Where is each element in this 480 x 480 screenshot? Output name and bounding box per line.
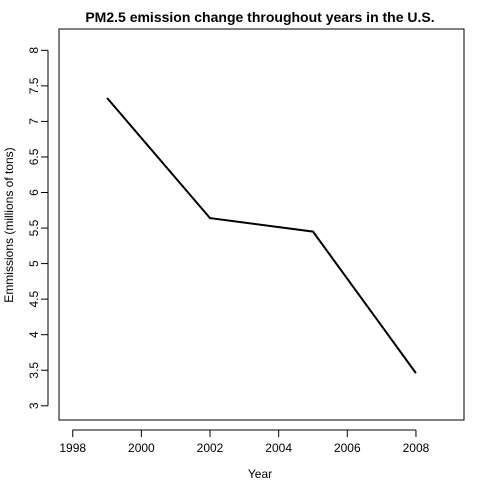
- series-line: [106, 97, 417, 374]
- x-axis: 1998 2000 2002 2004 2006 2008: [59, 429, 430, 455]
- y-tick-label: 3: [27, 402, 41, 409]
- x-tick-label: 2000: [128, 441, 155, 455]
- x-tick-label: 2006: [334, 441, 361, 455]
- x-tick-label: 2004: [265, 441, 292, 455]
- y-tick-label: 6.5: [27, 148, 41, 165]
- chart-title: PM2.5 emission change throughout years i…: [85, 9, 434, 25]
- y-axis: 3 3.5 4 4.5 5 5.5 6 6.5 7 7.5 8: [27, 47, 49, 409]
- series-layer: [106, 97, 417, 374]
- x-axis-label: Year: [248, 467, 272, 480]
- y-tick-label: 5.5: [27, 219, 41, 236]
- y-tick-label: 4.5: [27, 290, 41, 307]
- y-axis-label: Emmissions (millions of tons): [2, 147, 16, 302]
- y-tick-label: 7: [27, 118, 41, 125]
- y-tick-label: 7.5: [27, 77, 41, 94]
- x-tick-label: 2008: [403, 441, 430, 455]
- y-tick-label: 3.5: [27, 362, 41, 379]
- y-tick-label: 5: [27, 260, 41, 267]
- plot-frame: [58, 28, 465, 421]
- y-tick-label: 8: [27, 47, 41, 54]
- y-tick-label: 6: [27, 189, 41, 196]
- y-tick-label: 4: [27, 331, 41, 338]
- x-tick-label: 2002: [197, 441, 224, 455]
- x-tick-label: 1998: [59, 441, 86, 455]
